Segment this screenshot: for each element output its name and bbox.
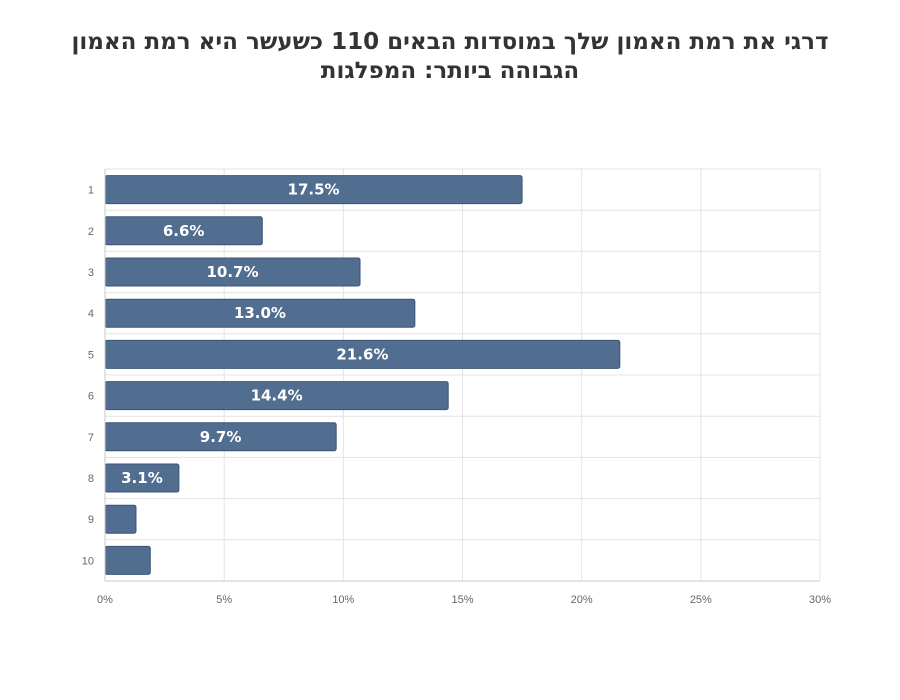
data-label: 10.7% (206, 263, 258, 281)
y-tick-label: 7 (88, 432, 94, 444)
data-label: 14.4% (251, 387, 303, 405)
x-tick-label: 20% (571, 594, 593, 606)
data-label: 3.1% (121, 469, 163, 487)
x-tick-label: 30% (809, 594, 831, 606)
x-tick-label: 5% (216, 594, 232, 606)
data-label: 21.6% (336, 345, 388, 363)
y-tick-label: 4 (88, 308, 94, 320)
y-tick-label: 9 (88, 514, 94, 526)
bars (104, 175, 621, 575)
y-tick-label: 3 (88, 267, 94, 279)
data-label: 6.6% (163, 222, 205, 240)
y-tick-label: 2 (88, 226, 94, 238)
axes (104, 169, 820, 582)
chart-title: דרגי את רמת האמון שלך במוסדות הבאים 110 … (71, 29, 829, 84)
bar (104, 504, 137, 534)
labels: 17.5% 1 6.6% 2 10.7% 3 13.0% 4 21.6% 5 14.4% 6 9.7% 7… (82, 181, 831, 606)
y-tick-label: 8 (88, 473, 94, 485)
data-label: 13.0% (234, 304, 286, 322)
y-tick-label: 10 (82, 555, 94, 567)
x-tick-label: 25% (690, 594, 712, 606)
y-tick-label: 1 (88, 185, 94, 197)
y-tick-label: 5 (88, 349, 94, 361)
x-tick-label: 10% (332, 594, 354, 606)
data-label: 17.5% (288, 181, 340, 199)
x-tick-label: 15% (451, 594, 473, 606)
x-tick-label: 0% (97, 594, 113, 606)
y-tick-label: 6 (88, 391, 94, 403)
data-label: 9.7% (200, 428, 242, 446)
bar (104, 545, 151, 575)
